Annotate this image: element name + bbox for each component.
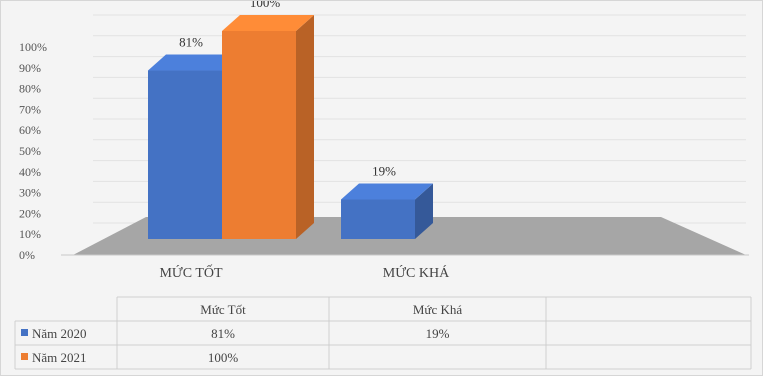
- table-cell: 81%: [211, 326, 235, 341]
- y-tick-label: 70%: [19, 102, 41, 116]
- category-label: MỨC TỐT: [159, 263, 223, 281]
- legend-swatch: [21, 353, 28, 360]
- data-label: 19%: [372, 163, 396, 178]
- bar: [341, 199, 415, 239]
- y-tick-label: 80%: [19, 82, 41, 96]
- table-cell: 100%: [208, 350, 239, 365]
- y-tick-label: 100%: [19, 40, 47, 54]
- bar: [222, 31, 296, 239]
- legend-swatch: [21, 329, 28, 336]
- y-tick-label: 50%: [19, 144, 41, 158]
- table-header: Mức Tốt: [200, 302, 246, 317]
- bar: [148, 70, 222, 240]
- y-tick-label: 40%: [19, 165, 41, 179]
- category-label: MỨC KHÁ: [383, 264, 450, 281]
- y-tick-label: 20%: [19, 206, 41, 220]
- bar-top: [148, 54, 240, 71]
- legend-entry: Năm 2020: [32, 326, 87, 341]
- y-tick-label: 60%: [19, 123, 41, 137]
- bar-side: [296, 15, 314, 239]
- bar-top: [341, 183, 433, 200]
- bar-top: [222, 15, 314, 31]
- legend-entry: Năm 2021: [32, 350, 87, 365]
- data-label: 81%: [179, 35, 203, 50]
- y-tick-label: 0%: [19, 248, 35, 262]
- y-tick-label: 30%: [19, 186, 41, 200]
- bar-side: [415, 183, 433, 239]
- table-cell: 19%: [426, 326, 450, 341]
- y-tick-label: 90%: [19, 61, 41, 75]
- y-tick-label: 10%: [19, 227, 41, 241]
- data-label: 100%: [250, 1, 281, 10]
- table-header: Mức Khá: [413, 302, 463, 317]
